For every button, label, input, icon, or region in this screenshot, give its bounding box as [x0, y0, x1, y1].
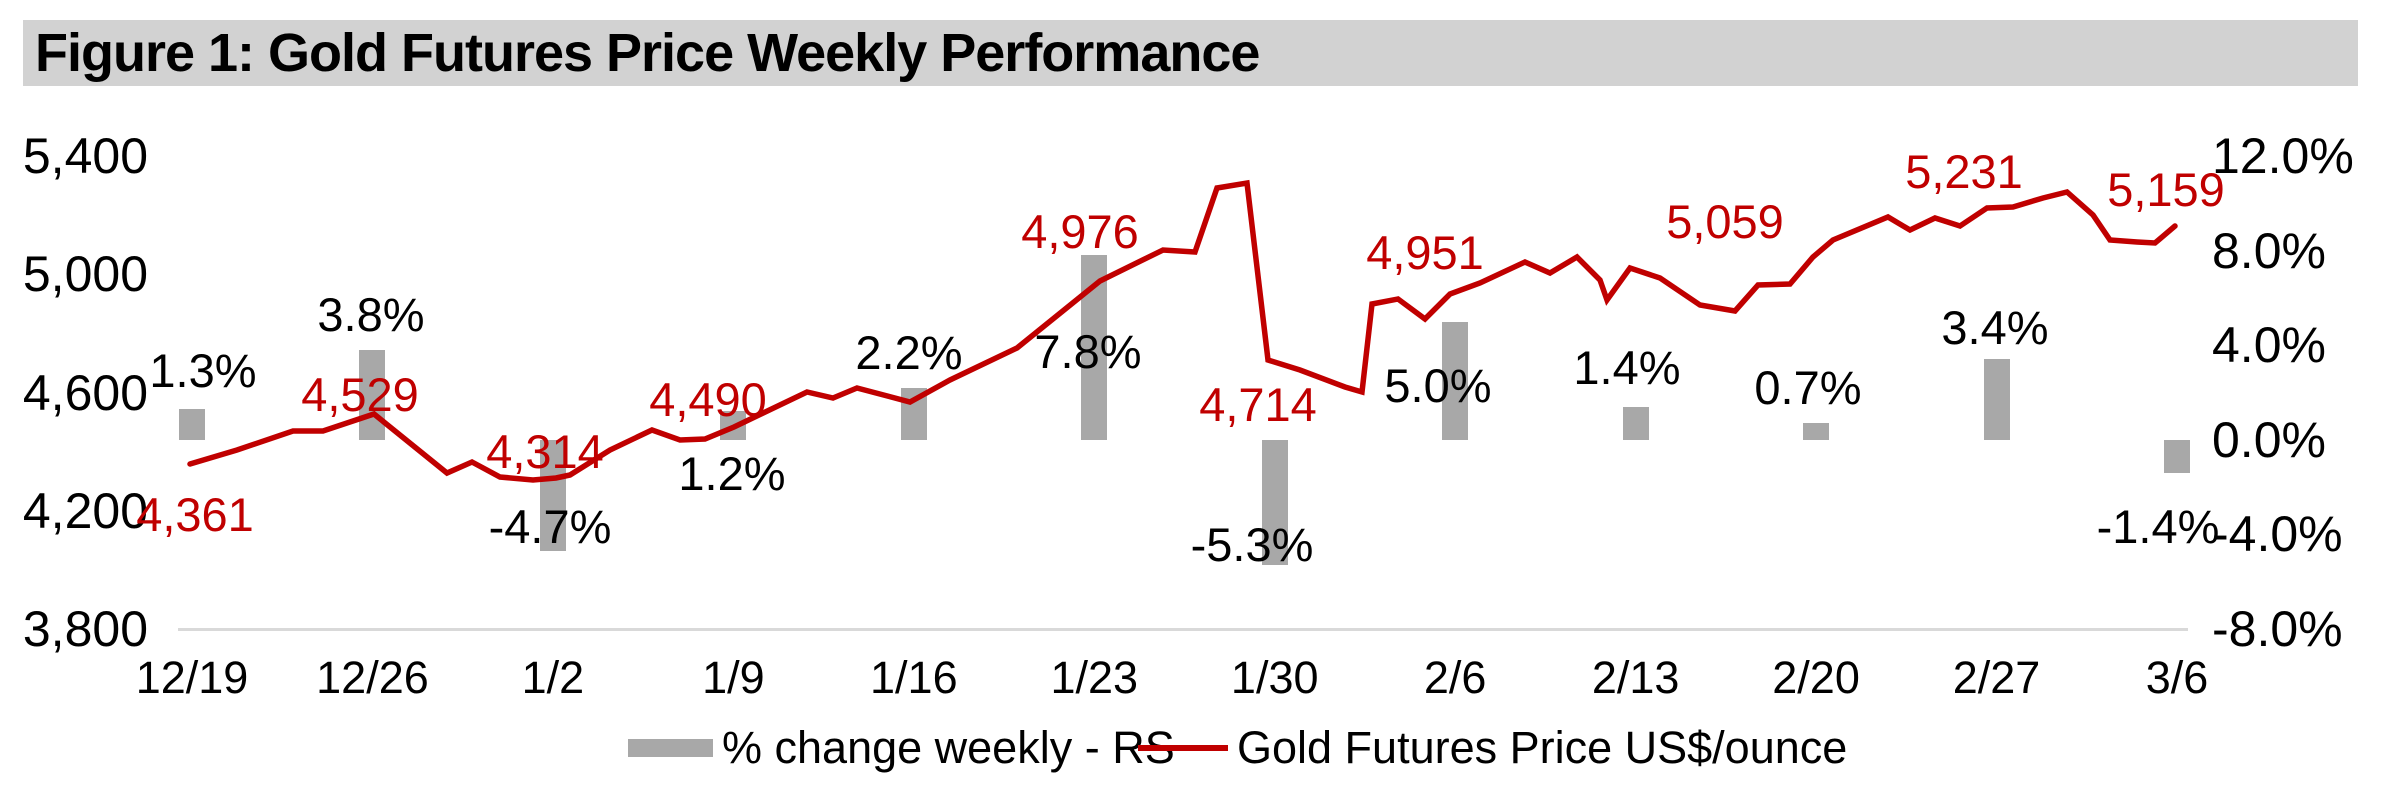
price-label: 5,231 — [1905, 145, 2023, 198]
bar-percent-label: 1.4% — [1573, 341, 1681, 394]
bar-percent-label: 1.3% — [149, 344, 257, 397]
right-axis-tick: 0.0% — [2212, 411, 2326, 468]
price-label: 4,361 — [136, 488, 254, 541]
left-axis-tick: 5,000 — [22, 246, 148, 303]
x-axis-date-label: 1/30 — [1230, 652, 1319, 703]
right-axis-tick: 12.0% — [2212, 128, 2354, 184]
right-axis-tick: -8.0% — [2212, 601, 2343, 657]
bar-percent-label: 3.8% — [317, 288, 425, 341]
bar-percent-label: 0.7% — [1754, 361, 1862, 414]
bar-percent-label: 2.2% — [855, 326, 963, 379]
weekly-change-bar — [1622, 406, 1649, 440]
x-axis-date-label: 2/13 — [1591, 652, 1680, 703]
left-axis-tick: 4,200 — [22, 482, 148, 539]
x-axis-date-label: 1/23 — [1050, 652, 1139, 703]
x-axis-date-label: 2/20 — [1772, 652, 1860, 703]
legend-line-swatch — [1138, 745, 1228, 751]
right-axis-tick: -4.0% — [2212, 506, 2343, 563]
weekly-change-bar — [359, 349, 386, 440]
weekly-change-bar — [539, 439, 566, 551]
bar-percent-label: 5.0% — [1384, 359, 1492, 412]
right-axis-tick: 4.0% — [2212, 317, 2326, 374]
left-axis-tick: 3,800 — [22, 601, 148, 657]
bar-percent-label: 3.4% — [1941, 301, 2049, 354]
price-label: 5,059 — [1666, 195, 1784, 248]
x-axis-date-label: 12/19 — [135, 652, 249, 703]
price-label: 4,714 — [1199, 378, 1317, 431]
bar-percent-label: -5.3% — [1190, 518, 1314, 571]
price-label: 4,976 — [1021, 205, 1139, 258]
x-axis-date-label: 1/2 — [521, 652, 585, 703]
x-axis-date-label: 2/6 — [1423, 652, 1487, 703]
bar-percent-label: 7.8% — [1034, 325, 1142, 378]
x-axis-date-label: 1/9 — [702, 652, 765, 703]
legend-bar-label: % change weekly - RS — [722, 722, 1175, 773]
left-axis-tick: 5,400 — [22, 128, 148, 184]
price-label: 4,951 — [1366, 226, 1484, 279]
left-axis-tick: 4,600 — [22, 364, 148, 421]
x-axis-date-label: 3/6 — [2145, 652, 2209, 703]
price-label: 4,529 — [301, 368, 419, 421]
legend-line-label: Gold Futures Price US$/ounce — [1237, 722, 1848, 773]
x-axis-date-label: 12/26 — [316, 652, 429, 703]
figure-title-bar: Figure 1: Gold Futures Price Weekly Perf… — [23, 20, 2358, 86]
weekly-change-bar — [179, 409, 205, 440]
x-axis-date-label: 1/16 — [870, 652, 958, 703]
bar-percent-label: 1.2% — [678, 447, 786, 500]
price-label: 4,490 — [649, 373, 767, 426]
price-label: 5,159 — [2107, 163, 2225, 216]
weekly-change-bar — [1983, 359, 2010, 440]
weekly-change-bar — [2164, 439, 2190, 473]
legend-bar-swatch — [628, 739, 713, 757]
x-axis-date-label: 2/27 — [1952, 652, 2041, 703]
x-axis-line — [178, 628, 2188, 631]
figure-title: Figure 1: Gold Futures Price Weekly Perf… — [35, 23, 1260, 83]
weekly-change-bar — [1803, 423, 1830, 440]
weekly-change-bar — [1442, 321, 1469, 440]
bar-percent-label: -1.4% — [2096, 500, 2220, 553]
bar-percent-label: -4.7% — [488, 500, 612, 553]
weekly-change-bar — [1261, 439, 1288, 566]
gold-price-line — [187, 179, 2178, 483]
right-axis-tick: 8.0% — [2212, 222, 2326, 279]
